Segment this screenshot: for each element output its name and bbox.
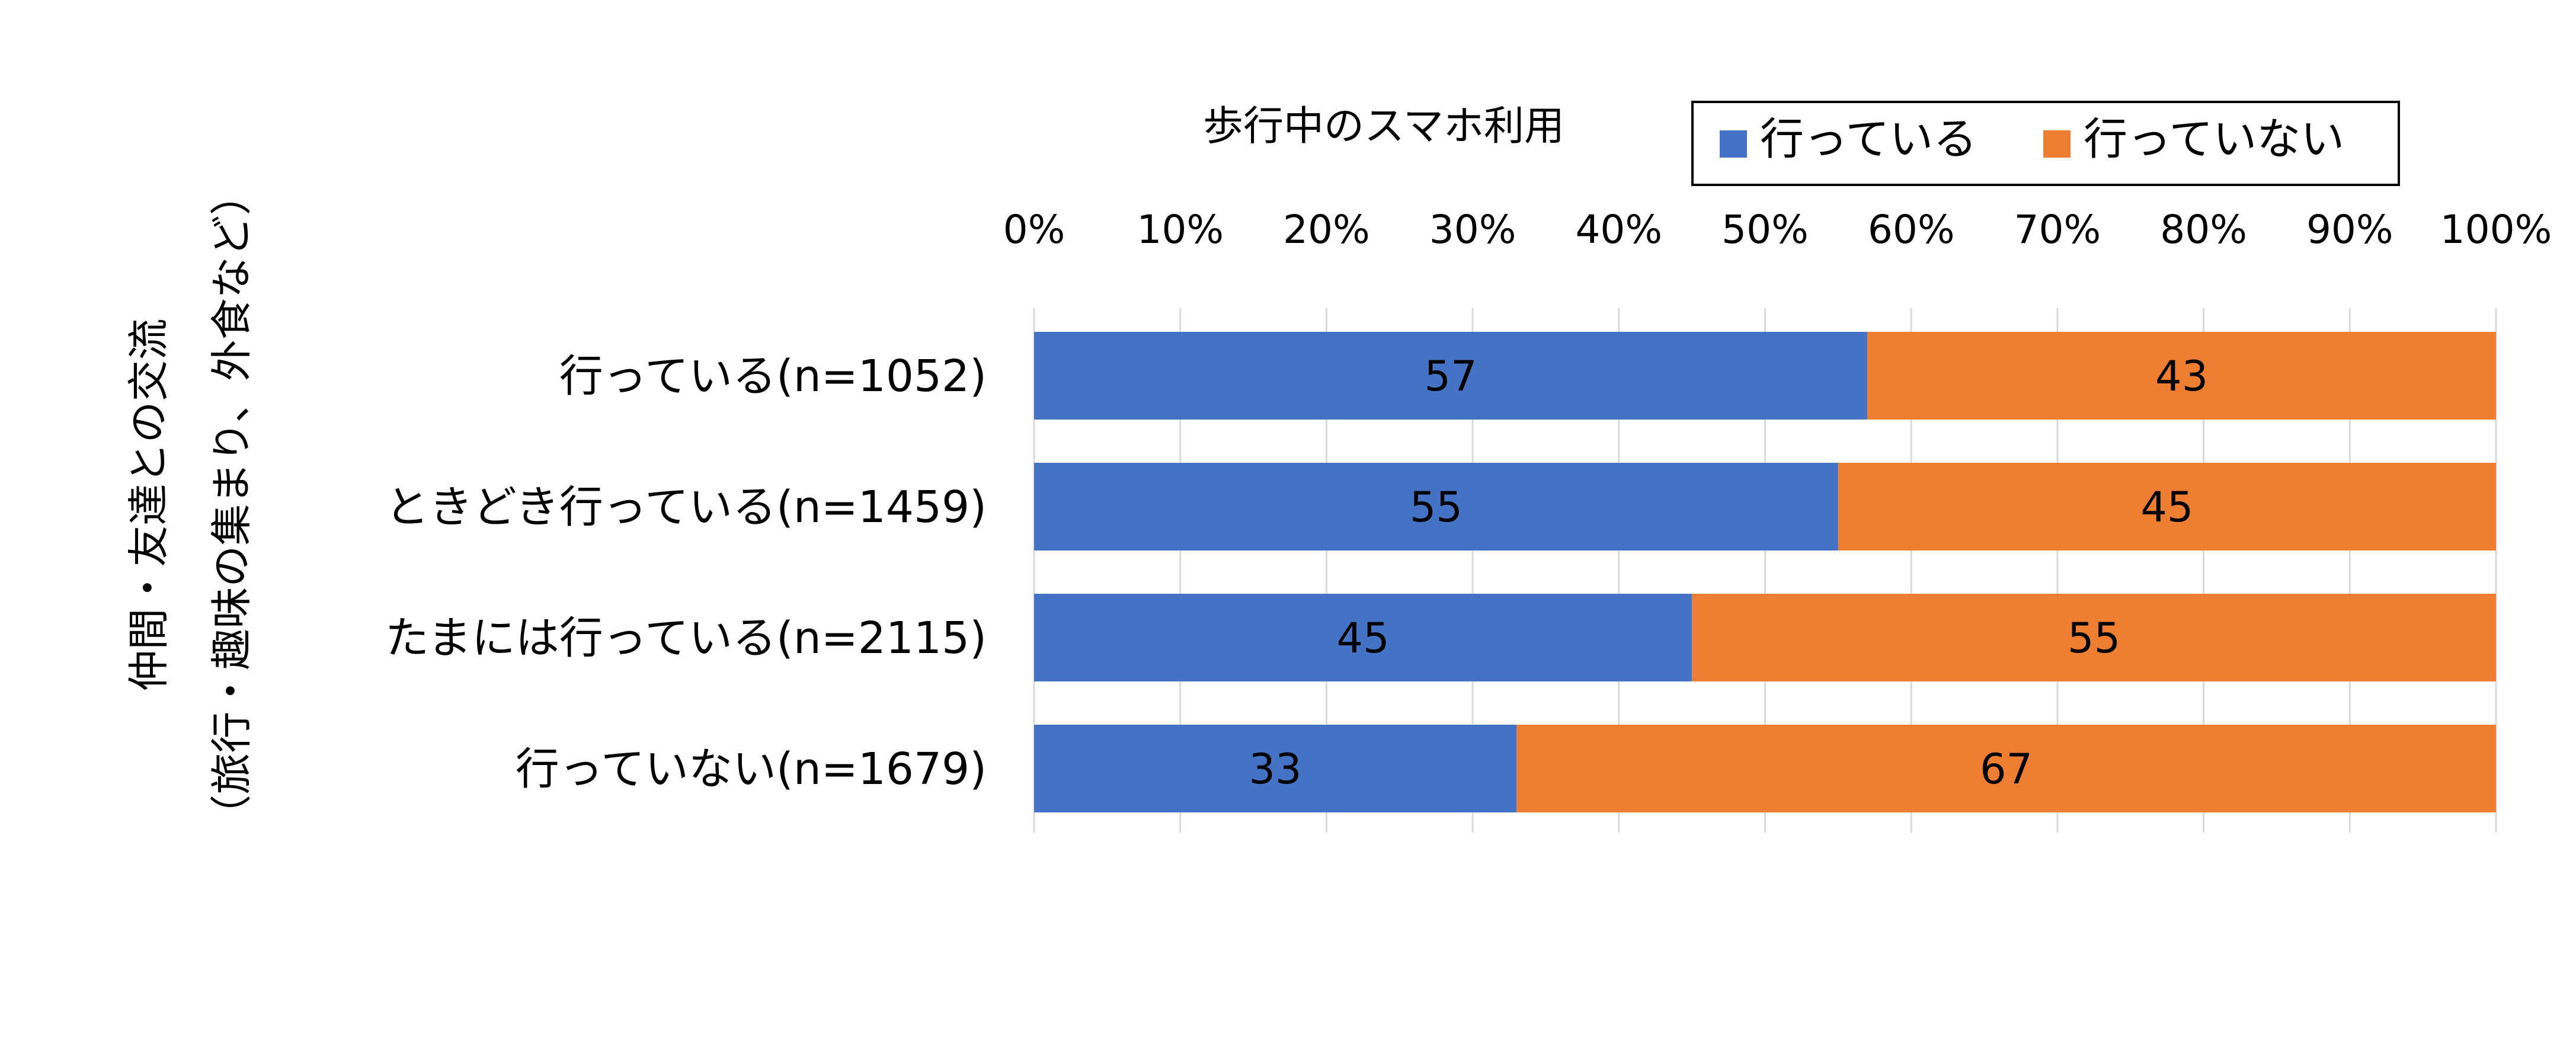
data-label: 57: [1425, 352, 1477, 401]
x-tick-label: 30%: [1429, 207, 1516, 252]
x-tick-label: 40%: [1575, 207, 1662, 252]
x-tick-label: 70%: [2014, 207, 2101, 252]
y-axis-title-line-1: 仲間・友達との交流: [124, 318, 173, 691]
x-tick-label: 80%: [2160, 207, 2247, 252]
bar-segment-series-1: [1034, 332, 1868, 420]
bars: 57 43 55 45 45 55 33 67: [1034, 332, 2496, 812]
data-label: 33: [1249, 745, 1302, 793]
x-axis-title: 歩行中のスマホ利用: [1203, 103, 1564, 150]
bar-segment-series-1: [1034, 725, 1517, 812]
bar-segment-series-1: [1034, 594, 1692, 681]
legend-swatch-series-2: [2043, 130, 2071, 158]
category-label: ときどき行っている(n=1459): [385, 482, 987, 533]
legend-label-series-1: 行っている: [1760, 114, 1977, 165]
legend-swatch-series-1: [1720, 130, 1747, 158]
bar-segment-series-2: [1516, 725, 2496, 812]
legend: 行っている 行っていない: [1691, 101, 2400, 186]
x-tick-label: 10%: [1137, 207, 1224, 252]
category-label: たまには行っている(n=2115): [385, 613, 987, 664]
category-label: 行っていない(n=1679): [516, 744, 987, 795]
bar-segment-series-2: [1867, 332, 2496, 420]
data-label: 55: [1410, 483, 1463, 532]
data-label: 45: [1337, 614, 1390, 662]
x-tick-label: 90%: [2306, 207, 2393, 252]
data-label: 55: [2068, 614, 2120, 662]
data-label: 67: [1980, 745, 2033, 793]
bar-segment-series-2: [1838, 463, 2496, 550]
y-axis-title-line-2: （旅行・趣味の集まり、外食など）: [207, 174, 256, 836]
x-tick-label: 100%: [2440, 207, 2552, 252]
y-axis-categories: 行っている(n=1052) ときどき行っている(n=1459) たまには行っている(…: [385, 351, 987, 795]
data-label: 45: [2140, 483, 2193, 532]
bar-segment-series-2: [1692, 594, 2496, 681]
data-label: 43: [2155, 352, 2208, 401]
bar-segment-series-1: [1034, 463, 1838, 550]
x-tick-label: 60%: [1868, 207, 1955, 252]
category-label: 行っている(n=1052): [559, 351, 987, 402]
x-axis-ticks: 0% 10% 20% 30% 40% 50% 60% 70% 80% 90% 100%: [1003, 207, 2552, 252]
y-axis-title: 仲間・友達との交流 （旅行・趣味の集まり、外食など）: [124, 174, 256, 836]
legend-label-series-2: 行っていない: [2084, 114, 2344, 165]
x-tick-label: 0%: [1003, 207, 1065, 252]
x-tick-label: 20%: [1283, 207, 1370, 252]
x-tick-label: 50%: [1721, 207, 1809, 252]
